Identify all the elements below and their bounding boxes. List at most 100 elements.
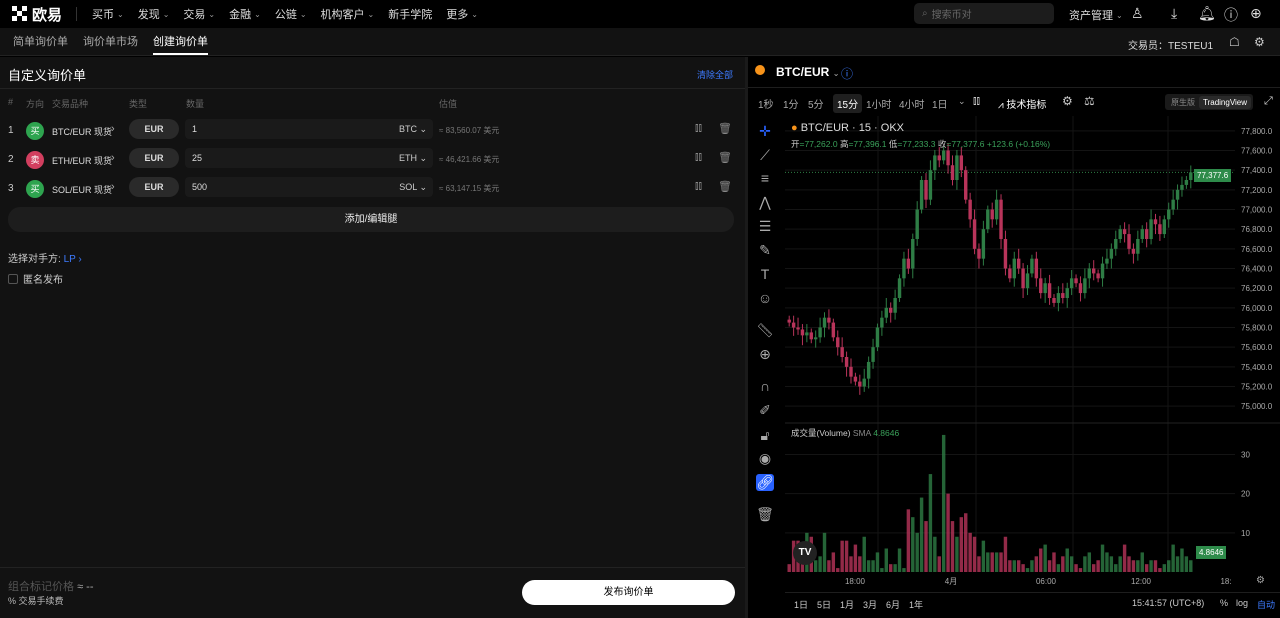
nav-item[interactable]: 公链 ⌄	[275, 6, 307, 22]
instrument-label[interactable]: SOL/EUR 现货	[52, 185, 113, 195]
interval-0[interactable]: 1秒	[758, 100, 774, 111]
auto-toggle[interactable]: 自动	[1257, 600, 1276, 610]
add-edit-legs-button[interactable]: 添加/编辑腿	[8, 207, 734, 232]
trash-icon[interactable]: 🗑︎	[718, 152, 732, 164]
panel-resize-handle[interactable]	[745, 57, 748, 618]
magnet-icon[interactable]: ∩	[759, 378, 771, 394]
nav-item[interactable]: 更多 ⌄	[446, 6, 478, 22]
log-toggle[interactable]: log	[1236, 598, 1249, 608]
side-badge[interactable]: 买	[26, 122, 44, 140]
interval-6[interactable]: 1日	[932, 100, 948, 111]
nav-item[interactable]: 发现 ⌄	[138, 6, 170, 22]
text-icon[interactable]: T	[760, 266, 770, 282]
tab-rfq-market[interactable]: 询价单市场	[83, 35, 138, 48]
fullscreen-icon[interactable]: ⤢	[1264, 95, 1273, 107]
tab-simple-rfq[interactable]: 简单询价单	[13, 35, 68, 48]
help-icon[interactable]: ⓘ	[1224, 7, 1238, 23]
checkbox[interactable]	[8, 273, 18, 284]
counterparty-value[interactable]: LP	[63, 254, 76, 265]
chevron-down-icon[interactable]: ⌄	[958, 96, 966, 106]
link-icon[interactable]: 🔗︎	[756, 474, 774, 491]
crosshair-icon[interactable]: ✛	[759, 123, 771, 139]
chevron-right-icon[interactable]: ›	[111, 123, 115, 135]
range-5[interactable]: 1年	[909, 600, 924, 610]
side-badge[interactable]: 卖	[26, 151, 44, 169]
percent-toggle[interactable]: %	[1220, 598, 1229, 608]
quantity-input[interactable]: 500 SOL ⌄	[185, 177, 433, 197]
download-icon[interactable]: ⤓	[1171, 5, 1178, 21]
user-icon[interactable]: ♙	[1131, 5, 1144, 21]
gear-icon[interactable]: ⚙	[1254, 35, 1265, 49]
quantity-input[interactable]: 25 ETH ⌄	[185, 148, 433, 168]
fib-icon[interactable]: ≡	[760, 170, 770, 186]
symbol-selector[interactable]: BTC/EUR ⌄	[776, 65, 839, 79]
interval-5[interactable]: 4小时	[899, 100, 925, 111]
range-2[interactable]: 1月	[840, 600, 855, 610]
trash-icon[interactable]: 🗑︎	[718, 181, 732, 193]
chart-icon[interactable]: ⫾⫾	[695, 122, 703, 134]
interval-3[interactable]: 15分	[833, 94, 863, 113]
bell-icon[interactable]: 🔔︎	[1198, 5, 1216, 21]
range-1[interactable]: 5日	[817, 600, 832, 610]
search-input[interactable]: ⌕ 搜索币对	[914, 3, 1054, 24]
interval-4[interactable]: 1小时	[866, 100, 892, 111]
anonymous-checkbox[interactable]: 匿名发布	[8, 271, 63, 286]
tab-create-rfq[interactable]: 创建询价单	[153, 28, 208, 56]
counterparty-selector[interactable]: 选择对手方: LP ›	[8, 250, 82, 265]
quantity-input[interactable]: 1 BTC ⌄	[185, 119, 433, 139]
unit-selector[interactable]: BTC ⌄	[398, 124, 427, 134]
clock[interactable]: 15:41:57 (UTC+8)	[1132, 598, 1205, 608]
graduation-cap-icon[interactable]: ☖	[1229, 35, 1240, 49]
trash-icon[interactable]: 🗑︎	[718, 123, 732, 135]
scale-icon[interactable]: ⚖	[1084, 94, 1095, 108]
publish-rfq-button[interactable]: 发布询价单	[522, 580, 735, 605]
eye-icon[interactable]: ◉	[758, 450, 772, 466]
emoji-icon[interactable]: ☺	[757, 290, 773, 306]
type-button[interactable]: EUR	[129, 119, 179, 139]
ruler-icon[interactable]: 📏︎	[756, 322, 774, 338]
indicators-button[interactable]: ⩘ 技术指标	[998, 96, 1046, 111]
fee-link[interactable]: % 交易手续费	[8, 594, 64, 607]
instrument-label[interactable]: ETH/EUR 现货	[52, 156, 113, 166]
nav-item[interactable]: 机构客户 ⌄	[321, 6, 375, 22]
instrument-label[interactable]: BTC/EUR 现货	[52, 127, 113, 137]
unit-selector[interactable]: SOL ⌄	[399, 182, 427, 192]
range-4[interactable]: 6月	[886, 600, 901, 610]
interval-2[interactable]: 5分	[808, 100, 824, 111]
candle-type-icon[interactable]: ⫾⫾	[973, 95, 981, 107]
type-button[interactable]: EUR	[129, 177, 179, 197]
trend-line-icon[interactable]: ⟋	[760, 147, 770, 163]
tradingview-logo[interactable]: TV	[793, 541, 817, 565]
nav-item[interactable]: 买币 ⌄	[92, 6, 124, 22]
logo[interactable]: 欧易	[12, 4, 62, 25]
axis-settings-icon[interactable]: ⚙	[1256, 575, 1265, 586]
view-tradingview[interactable]: TradingView	[1199, 95, 1252, 109]
view-native[interactable]: 原生版	[1171, 97, 1195, 107]
clear-all-link[interactable]: 清除全部	[697, 70, 734, 80]
assets-menu[interactable]: 资产管理 ⌄	[1069, 7, 1123, 23]
candlestick-chart[interactable]: 77,800.0 77,600.0 77,400.0 77,200.0 77,000.0…	[748, 116, 1280, 592]
settings-icon[interactable]: ⚙	[1062, 94, 1073, 108]
info-icon[interactable]: ⓘ	[841, 67, 854, 81]
chevron-right-icon[interactable]: ›	[111, 152, 115, 164]
measure-lines-icon[interactable]: ☰	[758, 218, 772, 234]
pattern-icon[interactable]: ⋀	[759, 194, 771, 210]
unit-selector[interactable]: ETH ⌄	[398, 153, 427, 163]
type-button[interactable]: EUR	[129, 148, 179, 168]
zoom-in-icon[interactable]: ⊕	[759, 346, 771, 362]
interval-1[interactable]: 1分	[783, 100, 799, 111]
nav-item[interactable]: 新手学院	[388, 6, 432, 22]
nav-item[interactable]: 交易 ⌄	[183, 6, 215, 22]
trash-icon[interactable]: 🗑︎	[756, 506, 774, 522]
nav-item[interactable]: 金融 ⌄	[229, 6, 261, 22]
chart-icon[interactable]: ⫾⫾	[695, 151, 703, 163]
globe-icon[interactable]: ⊕	[1250, 5, 1262, 21]
chevron-right-icon[interactable]: ›	[111, 181, 115, 193]
brush-icon[interactable]: ✎	[759, 242, 771, 258]
chart-icon[interactable]: ⫾⫾	[695, 180, 703, 192]
range-3[interactable]: 3月	[863, 600, 878, 610]
range-0[interactable]: 1日	[794, 600, 809, 610]
side-badge[interactable]: 买	[26, 180, 44, 198]
lock-icon[interactable]: 🔓︎	[760, 427, 770, 443]
pencil-lock-icon[interactable]: ✐	[759, 402, 771, 418]
